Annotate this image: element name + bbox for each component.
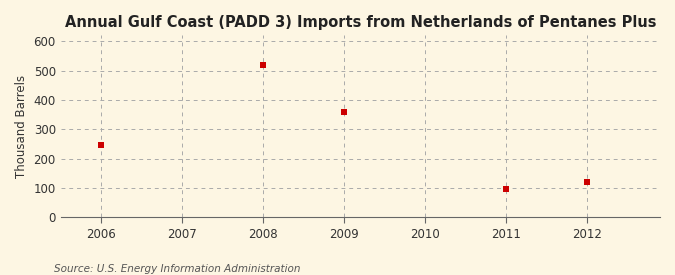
Point [96, 142, 107, 147]
Point [258, 63, 269, 67]
Text: Source: U.S. Energy Information Administration: Source: U.S. Energy Information Administ… [54, 264, 300, 274]
Point [501, 187, 512, 191]
Y-axis label: Thousand Barrels: Thousand Barrels [15, 75, 28, 178]
Point [339, 109, 350, 114]
Title: Annual Gulf Coast (PADD 3) Imports from Netherlands of Pentanes Plus: Annual Gulf Coast (PADD 3) Imports from … [65, 15, 656, 30]
Point [582, 180, 593, 184]
